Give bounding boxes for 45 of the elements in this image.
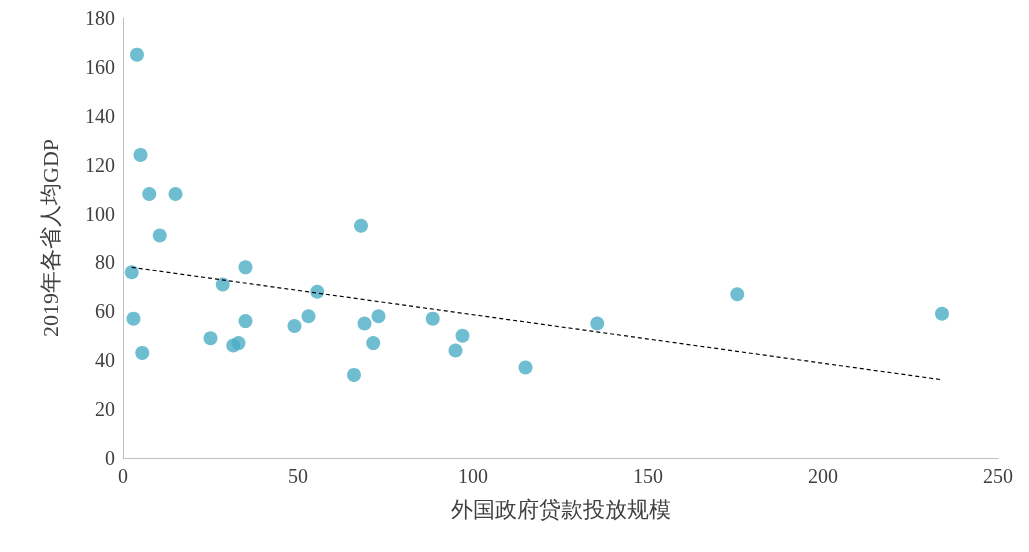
point <box>347 367 361 382</box>
x-tick-label: 150 <box>633 465 663 487</box>
y-tick-label: 160 <box>85 55 115 78</box>
point <box>935 306 949 321</box>
x-tick-label: 250 <box>983 465 1013 487</box>
point <box>238 260 253 275</box>
y-tick-label: 180 <box>85 7 115 29</box>
point <box>590 316 605 331</box>
x-tick-label: 50 <box>288 465 308 487</box>
point <box>203 331 218 346</box>
point <box>142 187 157 201</box>
point <box>310 284 325 299</box>
point <box>133 147 148 162</box>
y-axis-title: 2019年各省人均GDP <box>37 138 63 338</box>
point <box>455 328 470 343</box>
point <box>354 218 368 233</box>
point <box>518 360 533 375</box>
point <box>135 345 150 360</box>
point <box>238 314 253 329</box>
point <box>301 309 316 324</box>
point <box>448 343 463 358</box>
point <box>287 319 302 333</box>
y-tick-label: 0 <box>105 447 115 469</box>
x-axis-title: 外国政府贷款投放规模 <box>450 496 671 522</box>
point <box>130 47 144 62</box>
point <box>168 187 183 201</box>
point <box>231 336 246 351</box>
x-tick-label: 200 <box>808 465 838 487</box>
point <box>425 311 440 326</box>
y-tick-label: 20 <box>95 398 115 421</box>
y-tick-label: 100 <box>85 202 115 225</box>
y-tick-label: 60 <box>95 300 115 323</box>
point <box>366 336 381 351</box>
point <box>126 311 141 326</box>
y-tick-label: 140 <box>85 104 115 127</box>
x-tick-label: 100 <box>458 465 488 487</box>
point <box>730 287 745 302</box>
y-tick-label: 40 <box>95 349 115 372</box>
point <box>215 277 230 292</box>
y-tick-label: 80 <box>95 251 115 274</box>
point <box>124 265 139 280</box>
point <box>357 316 372 331</box>
y-tick-label: 120 <box>85 153 115 176</box>
point <box>152 228 167 243</box>
point <box>371 309 386 324</box>
